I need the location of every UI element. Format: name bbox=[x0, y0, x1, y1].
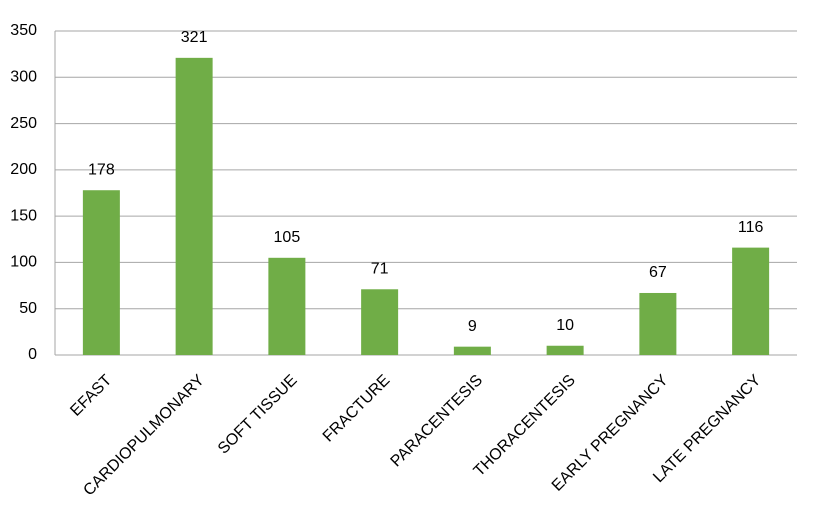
bar bbox=[361, 289, 399, 355]
y-tick-label: 350 bbox=[10, 22, 37, 39]
y-tick-label: 0 bbox=[28, 346, 37, 363]
bar bbox=[639, 292, 677, 355]
y-tick-label: 300 bbox=[10, 69, 37, 86]
x-tick-label: THORACENTESIS bbox=[471, 372, 579, 480]
bar bbox=[546, 345, 584, 355]
bar bbox=[268, 257, 306, 355]
y-tick-label: 250 bbox=[10, 115, 37, 132]
data-label: 105 bbox=[274, 229, 301, 246]
data-label: 116 bbox=[738, 219, 764, 236]
x-tick-label: PARACENTESIS bbox=[388, 372, 487, 471]
x-tick-label: LATE PREGNANCY bbox=[650, 372, 765, 487]
data-label: 178 bbox=[88, 161, 115, 178]
y-tick-label: 50 bbox=[19, 300, 37, 317]
data-label: 9 bbox=[468, 318, 477, 335]
data-label: 10 bbox=[556, 317, 574, 334]
y-tick-label: 100 bbox=[10, 254, 37, 271]
x-tick-label: FRACTURE bbox=[320, 372, 394, 446]
bar bbox=[82, 190, 120, 355]
bar bbox=[732, 247, 770, 355]
bar bbox=[453, 346, 491, 355]
data-label: 71 bbox=[371, 260, 389, 277]
y-tick-label: 200 bbox=[10, 161, 37, 178]
bar bbox=[175, 57, 213, 356]
data-label: 67 bbox=[649, 264, 667, 281]
y-tick-label: 150 bbox=[10, 207, 37, 224]
x-tick-label: EFAST bbox=[67, 372, 115, 420]
data-label: 321 bbox=[181, 29, 208, 46]
x-tick-label: SOFT TISSUE bbox=[215, 372, 301, 458]
